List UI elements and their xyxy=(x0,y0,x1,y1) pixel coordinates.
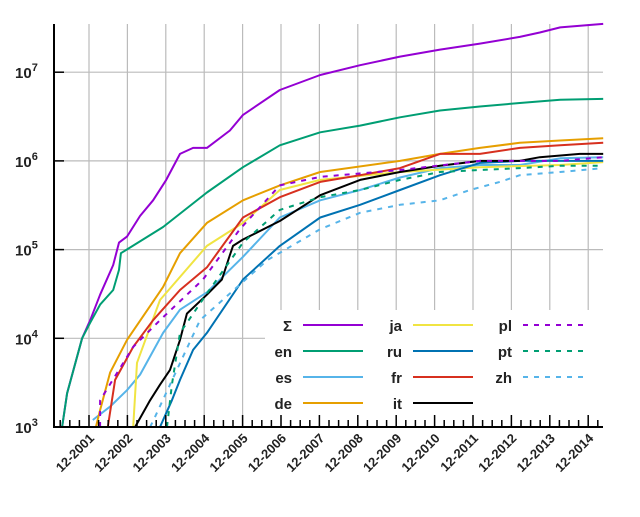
x-tick-label: 12-2005 xyxy=(206,431,250,475)
legend: Σen es de ja ru fr it pl pt zh xyxy=(265,310,605,416)
series-line-it xyxy=(134,152,604,428)
legend-label-de: de xyxy=(274,396,292,413)
series-line-en xyxy=(61,97,604,428)
x-tick-label: 12-2001 xyxy=(53,431,97,475)
series-line-zh xyxy=(149,167,604,428)
series-line-fr xyxy=(106,141,604,428)
legend-background xyxy=(265,310,605,416)
legend-label-pl: pl xyxy=(499,318,512,335)
x-tick-label: 12-2003 xyxy=(130,431,174,475)
legend-label-pt: pt xyxy=(498,344,512,361)
x-tick-label: 12-2013 xyxy=(514,431,558,475)
series-line-pt xyxy=(166,164,604,428)
y-tick-label: 103 xyxy=(15,417,38,437)
legend-label-it: it xyxy=(393,396,402,413)
y-tick-label: 105 xyxy=(15,240,38,260)
legend-label-ru: ru xyxy=(387,344,402,361)
y-tick-label: 106 xyxy=(15,151,38,171)
x-tick-label: 12-2002 xyxy=(91,431,135,475)
series-line-pl xyxy=(99,156,604,427)
legend-label-es: es xyxy=(275,370,292,387)
x-tick-label: 12-2014 xyxy=(552,430,597,475)
legend-label-en: en xyxy=(274,344,292,361)
x-tick-label: 12-2007 xyxy=(283,431,327,475)
legend-label-zh: zh xyxy=(495,370,512,387)
legend-label-fr: fr xyxy=(391,370,402,387)
x-tick-label: 12-2006 xyxy=(245,431,289,475)
x-tick-label: 12-2012 xyxy=(475,431,519,475)
x-tick-label: 12-2011 xyxy=(437,431,481,475)
legend-label-Σ: Σ xyxy=(283,318,292,335)
series-line-Σ xyxy=(61,22,604,428)
x-tick-label: 12-2010 xyxy=(398,431,442,475)
series-line-de xyxy=(94,137,604,428)
y-tick-label: 107 xyxy=(15,62,38,82)
legend-label-ja: ja xyxy=(388,318,402,335)
series-lines xyxy=(61,22,604,428)
x-tick-label: 12-2008 xyxy=(322,431,366,475)
x-tick-label: 12-2004 xyxy=(168,430,213,475)
x-tick-label: 12-2009 xyxy=(360,431,404,475)
y-tick-label: 104 xyxy=(15,328,39,348)
